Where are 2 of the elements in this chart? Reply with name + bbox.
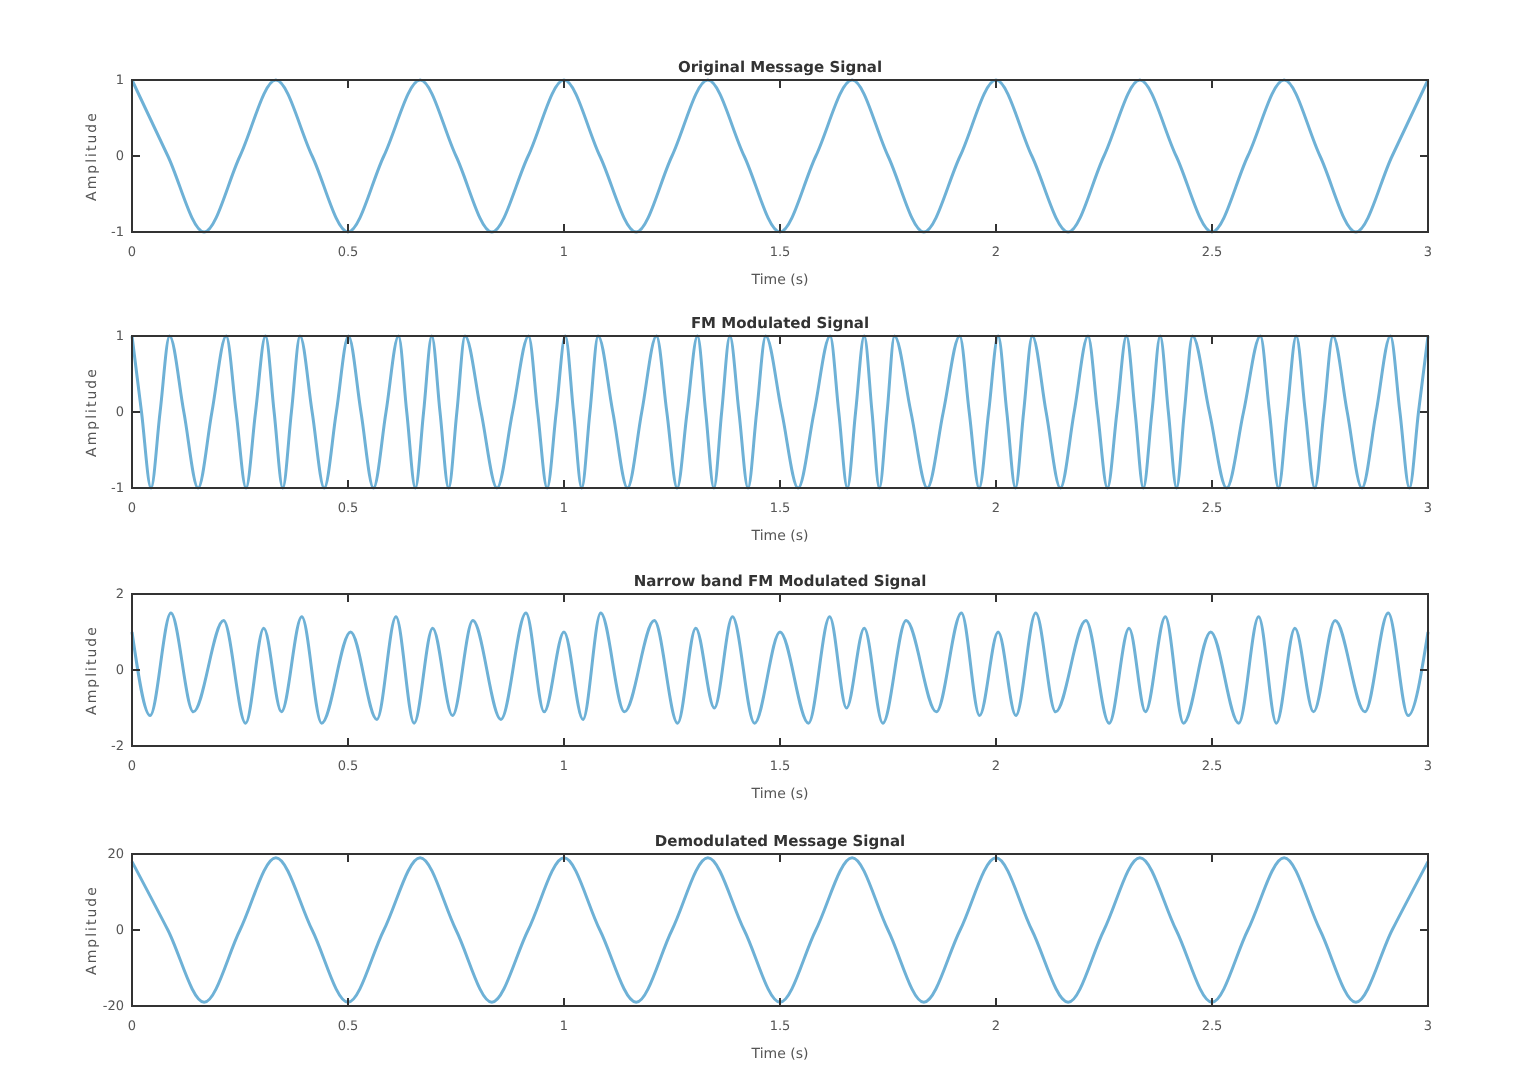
line-series xyxy=(130,611,1430,725)
line-series xyxy=(130,856,1430,1004)
